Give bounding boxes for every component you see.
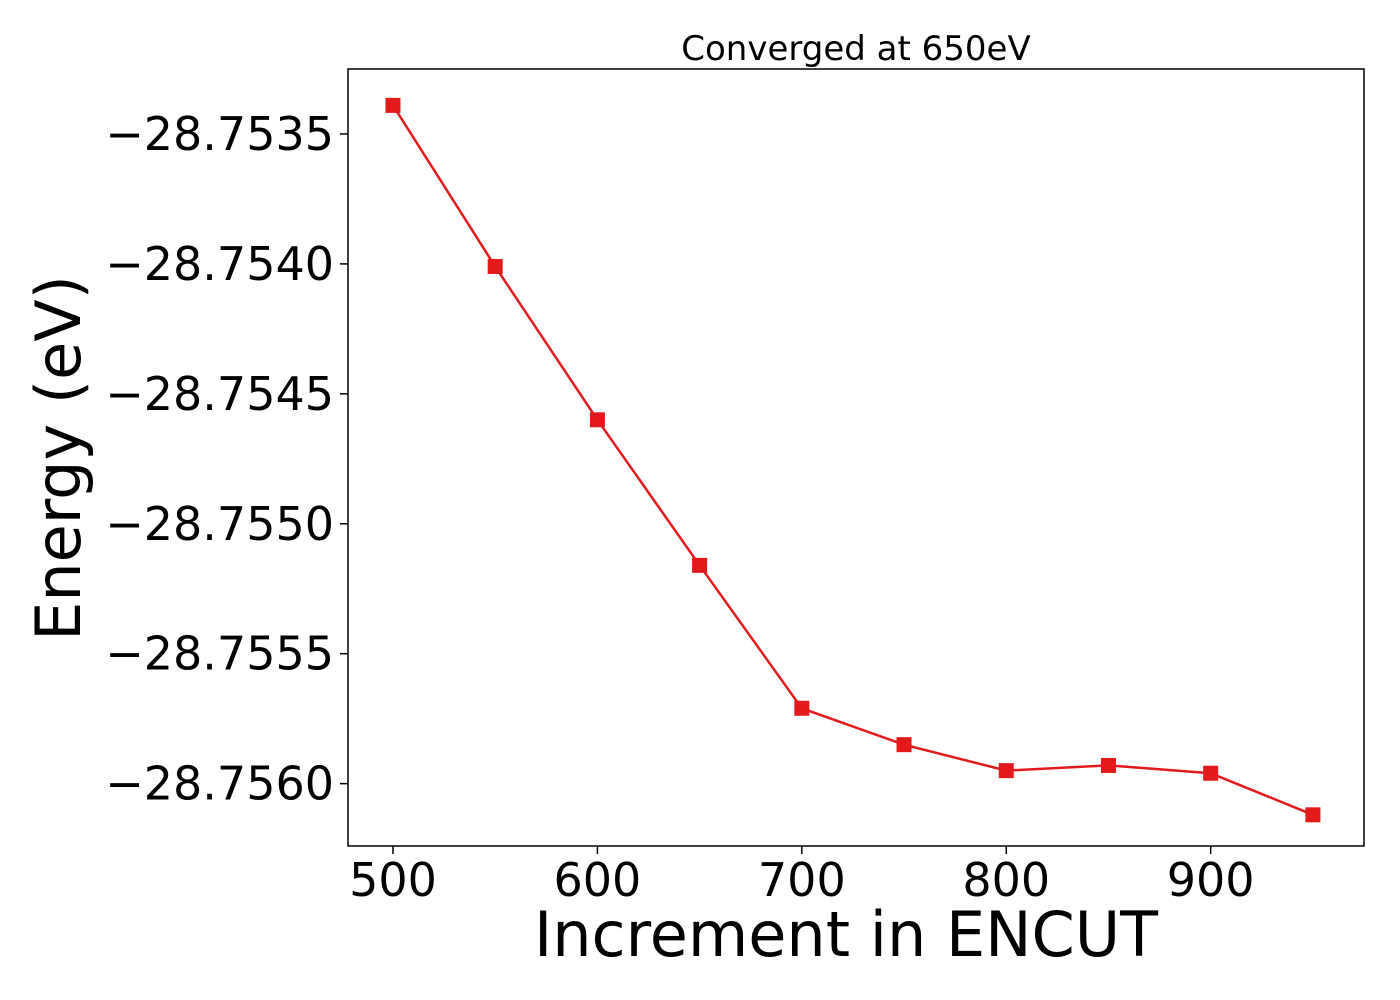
x-tick-label: 500 — [349, 853, 437, 907]
x-tick-label: 700 — [758, 853, 846, 907]
data-point-marker — [1203, 765, 1219, 781]
data-point-marker — [896, 737, 912, 753]
series-layer — [385, 97, 1321, 823]
data-point-marker — [385, 97, 401, 113]
data-point-marker — [692, 557, 708, 573]
y-tick-label: −28.7555 — [105, 627, 334, 681]
data-point-marker — [1305, 807, 1321, 823]
data-point-marker — [794, 700, 810, 716]
data-point-marker — [1100, 757, 1116, 773]
y-tick-label: −28.7545 — [105, 367, 334, 421]
plot-frame — [347, 68, 1365, 847]
y-tick-label: −28.7560 — [105, 757, 334, 811]
y-axis-label: Energy (eV) — [22, 275, 95, 641]
x-axis-label: Increment in ENCUT — [534, 898, 1159, 971]
y-axis-ticks: −28.7535 −28.7540 −28.7545 −28.7550 −28.7555… — [105, 107, 348, 811]
data-point-marker — [589, 412, 605, 428]
x-tick-label: 800 — [962, 853, 1050, 907]
x-tick-label: 600 — [553, 853, 641, 907]
x-axis-ticks: 500 600 700 800 900 — [349, 846, 1255, 907]
data-point-marker — [998, 763, 1014, 779]
chart-title: Converged at 650eV — [681, 29, 1030, 69]
series-line — [391, 104, 1314, 816]
y-tick-label: −28.7550 — [105, 497, 334, 551]
x-tick-label: 900 — [1167, 853, 1255, 907]
y-tick-label: −28.7540 — [105, 237, 334, 291]
data-point-marker — [487, 258, 503, 274]
y-tick-label: −28.7535 — [105, 107, 334, 161]
